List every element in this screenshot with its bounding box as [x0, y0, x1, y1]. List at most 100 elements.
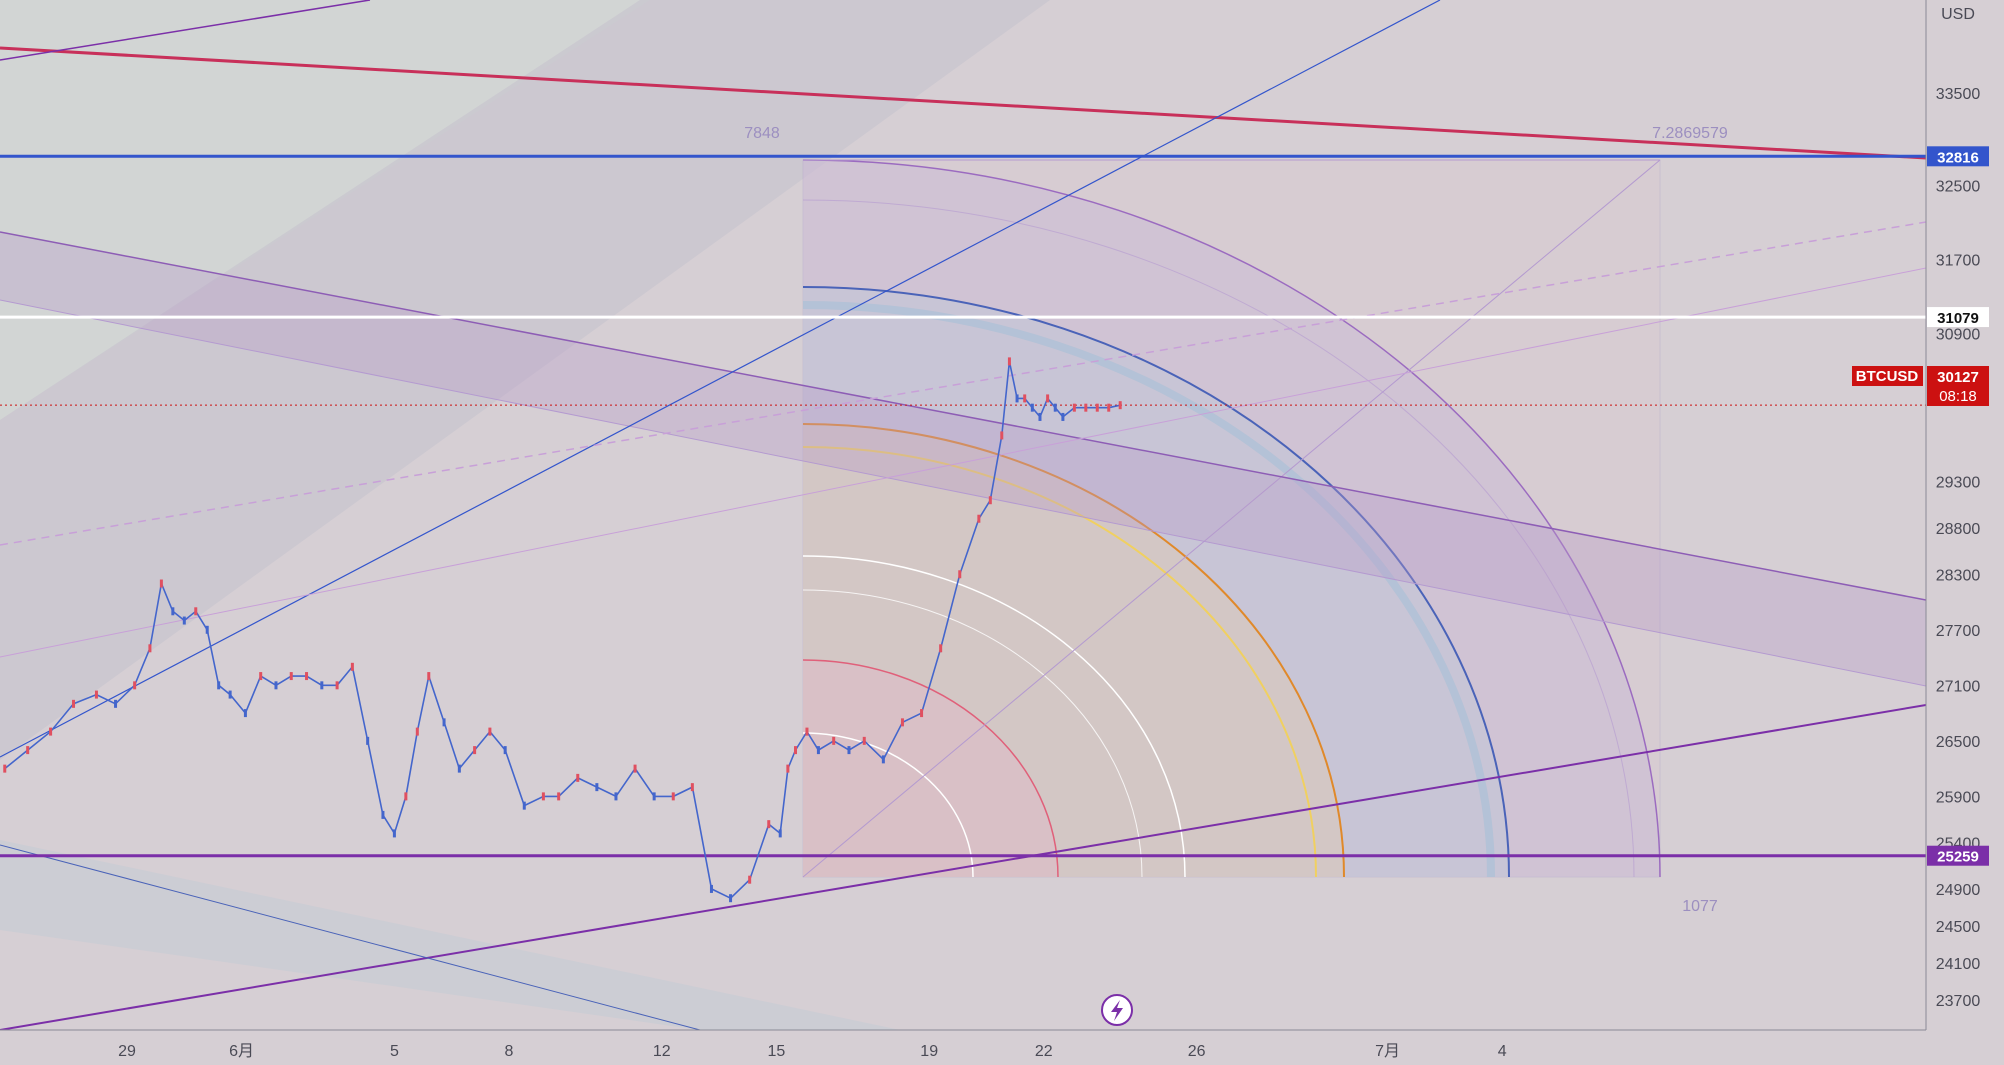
price-point — [767, 820, 771, 829]
x-tick-label: 12 — [653, 1043, 671, 1060]
price-point — [595, 783, 599, 792]
price-point — [335, 681, 339, 690]
price-point — [274, 681, 278, 690]
price-point — [977, 514, 981, 523]
price-point — [1107, 403, 1111, 412]
price-point — [576, 773, 580, 782]
price-point — [72, 699, 76, 708]
price-point — [1046, 394, 1050, 403]
blue-fan-line — [0, 0, 1441, 758]
x-tick-label: 26 — [1188, 1043, 1206, 1060]
level-tag-bg — [1927, 146, 1989, 167]
gann-bottom-right-label: 1077 — [1682, 898, 1718, 915]
gann-top-left-label: 7848 — [744, 125, 780, 142]
price-point — [1118, 401, 1122, 410]
arc-blue-band — [802, 301, 1495, 878]
price-axis[interactable]: 33500 32500 31700 30900 29300 28800 28300 27700… — [1936, 86, 1981, 1010]
x-tick-label: 5 — [390, 1043, 399, 1060]
purple-support-line — [0, 704, 1926, 1030]
last-price-bg — [1927, 366, 1989, 406]
price-point — [939, 644, 943, 653]
price-point — [1072, 403, 1076, 412]
price-point — [671, 792, 675, 801]
lightning-button[interactable] — [1101, 994, 1133, 1026]
price-point — [847, 746, 851, 755]
level-tags: 32816 31079 25259 — [1927, 146, 1989, 866]
time-axis[interactable]: 29 6月 5 8 12 15 19 22 26 7月 4 — [118, 1043, 1507, 1060]
price-point — [366, 736, 370, 745]
price-point — [778, 829, 782, 838]
price-point — [442, 718, 446, 727]
price-point — [633, 764, 637, 773]
price-point — [182, 616, 186, 625]
price-point — [94, 690, 98, 699]
price-point — [652, 792, 656, 801]
price-point — [350, 662, 354, 671]
y-tick-label: 33500 — [1936, 86, 1981, 103]
price-point — [159, 579, 163, 588]
descending-channel — [0, 232, 1926, 686]
price-point — [614, 792, 618, 801]
price-point — [1061, 412, 1065, 421]
x-tick-label: 4 — [1498, 1043, 1507, 1060]
y-tick-label: 30900 — [1936, 327, 1981, 344]
x-tick-label: 19 — [920, 1043, 938, 1060]
price-axis-bg — [1926, 0, 2004, 1065]
arc-white-3 — [802, 732, 974, 878]
y-tick-label: 28800 — [1936, 521, 1981, 538]
price-point — [1095, 403, 1099, 412]
price-point — [49, 727, 53, 736]
price-point — [748, 875, 752, 884]
price-point — [729, 894, 733, 903]
price-point — [832, 736, 836, 745]
last-price-tag: BTCUSD 30127 08:18 — [1852, 366, 1989, 406]
price-point — [816, 746, 820, 755]
y-tick-label: 24500 — [1936, 919, 1981, 936]
price-point — [488, 727, 492, 736]
price-point — [243, 709, 247, 718]
price-point — [1023, 394, 1027, 403]
red-trend-line — [0, 46, 1926, 160]
y-tick-label: 25900 — [1936, 789, 1981, 806]
gann-top-right-label: 7.2869579 — [1652, 125, 1728, 142]
price-point — [148, 644, 152, 653]
arc-white-2 — [802, 589, 1143, 878]
thin-trend-line — [0, 267, 1926, 658]
purple-fan-line — [0, 0, 371, 61]
symbol-tag: BTCUSD — [1856, 368, 1919, 385]
channel-bottom-line — [0, 299, 1926, 687]
gann-diagonal — [802, 159, 1661, 878]
price-point — [541, 792, 545, 801]
price-point — [217, 681, 221, 690]
arc-red — [802, 659, 1059, 878]
price-point — [3, 764, 7, 773]
price-point — [881, 755, 885, 764]
price-point — [133, 681, 137, 690]
y-tick-label: 27100 — [1936, 678, 1981, 695]
x-tick-label: 6月 — [229, 1043, 254, 1060]
price-point — [404, 792, 408, 801]
lower-fan-band — [0, 840, 900, 1030]
horizontal-levels[interactable] — [0, 154, 1926, 858]
price-point — [522, 801, 526, 810]
price-point — [1038, 412, 1042, 421]
price-point — [194, 607, 198, 616]
x-tick-label: 15 — [768, 1043, 786, 1060]
price-series[interactable] — [3, 357, 1122, 903]
price-point — [26, 746, 30, 755]
blue-lower-line — [0, 844, 701, 1030]
price-point — [786, 764, 790, 773]
price-point — [690, 783, 694, 792]
y-tick-label: 26500 — [1936, 734, 1981, 751]
price-point — [320, 681, 324, 690]
gann-box[interactable] — [802, 159, 1661, 878]
price-point — [900, 718, 904, 727]
drawings-layer[interactable] — [0, 0, 1926, 1030]
x-tick-label: 22 — [1035, 1043, 1053, 1060]
y-tick-label: 24100 — [1936, 956, 1981, 973]
price-point — [427, 672, 431, 681]
price-point — [1007, 357, 1011, 366]
price-point — [920, 709, 924, 718]
